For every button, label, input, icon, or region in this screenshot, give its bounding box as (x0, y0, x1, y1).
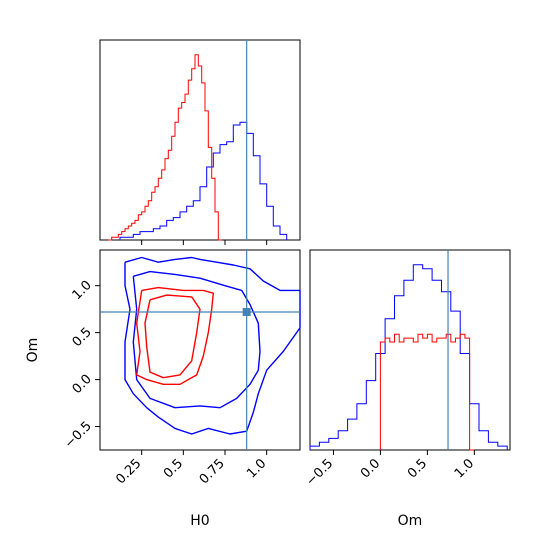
hist-H0-series-1 (108, 54, 222, 241)
y-tick-label: −0.5 (62, 419, 95, 452)
hist-H0-frame (99, 39, 301, 241)
contour-0 (124, 256, 301, 435)
hist-H0-plot (108, 40, 288, 241)
xlabel-Om: Om (398, 513, 423, 529)
xlabel-H0: H0 (190, 513, 209, 529)
contour-3 (144, 294, 201, 379)
x-tick-label: 0.25 (113, 456, 144, 487)
x-tick-label: −0.5 (303, 456, 336, 489)
scatter-frame (99, 249, 301, 451)
x-tick-label: 0.5 (405, 456, 430, 481)
x-tick-label: 1.0 (452, 456, 477, 481)
hist-Om-series-0 (309, 264, 508, 450)
scatter-plot (100, 250, 301, 450)
contour-2 (135, 286, 215, 385)
axes: 0.25 0.5 0.75 1.0 −0.5 0.0 0.5 1.0 −0.5 0.0 0.5 1.0 (62, 240, 477, 489)
x-tick-label: 0.5 (161, 456, 186, 481)
y-tick-label: 0.0 (70, 372, 95, 397)
y-tick-label: 0.5 (70, 325, 95, 350)
x-tick-label: 0.75 (197, 456, 228, 487)
x-tick-label: 1.0 (244, 456, 269, 481)
hist-H0-series-0 (119, 121, 288, 240)
truth-marker (242, 307, 251, 316)
y-tick-label: 1.0 (70, 278, 95, 303)
hist-Om-frame (309, 249, 511, 451)
ylabel-Om: Om (25, 338, 41, 363)
x-tick-label: 0.0 (358, 456, 383, 481)
contour-1 (132, 270, 261, 409)
hist-Om-series-1 (379, 333, 475, 451)
hist-Om-plot (309, 250, 508, 451)
